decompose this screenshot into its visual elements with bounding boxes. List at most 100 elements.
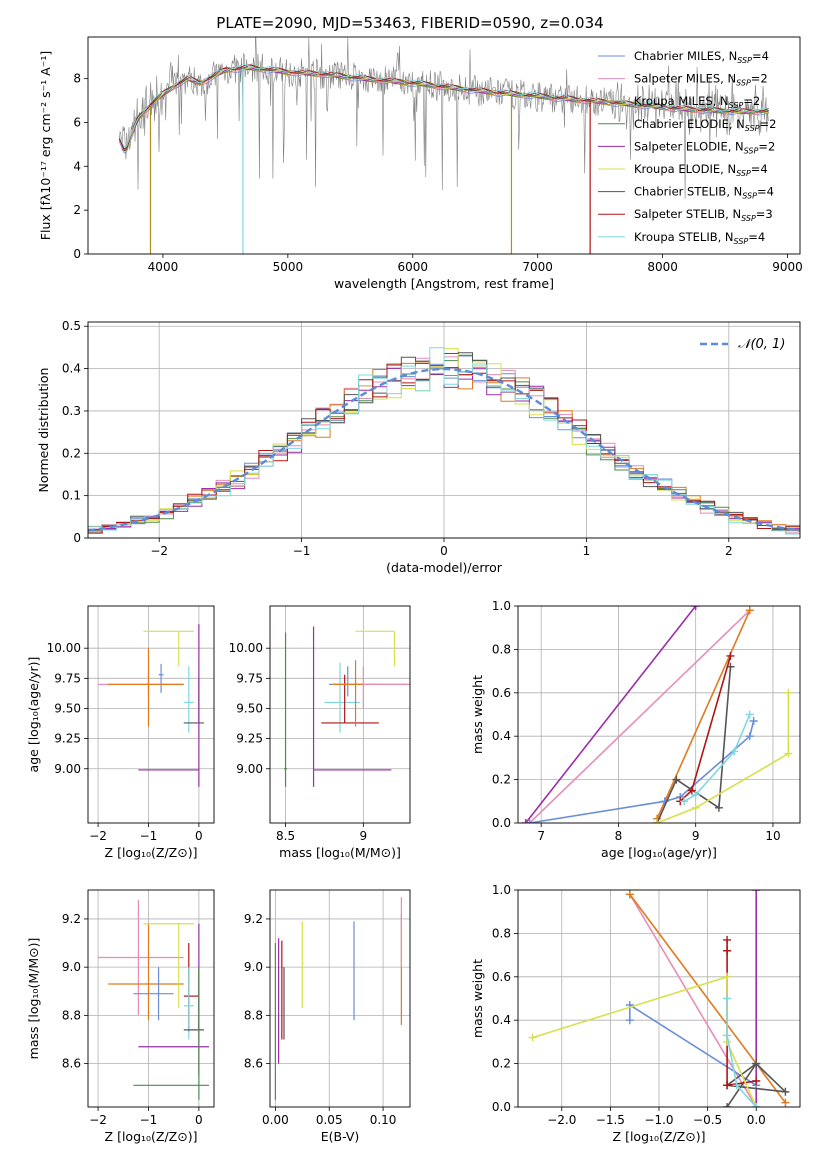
model-spectrum-line [118,64,769,152]
residuals-frame [87,321,801,539]
x-tick-label: 0.10 [370,1113,397,1127]
mass-weight-line [529,609,751,823]
mass-weight-marker [781,1087,790,1096]
mass-weight-marker [732,1081,741,1090]
legend-entry: Salpeter STELIB, NSSP=3 [634,207,773,223]
mass-weight-marker [749,717,758,726]
mass-vs-Z-axes: −2 −1 0 8.6 8.8 9.0 9.2 Z [log₁₀(Z/Z⊙)] mass [lo… [26,889,215,1144]
mass-weight-marker [723,935,732,944]
age-vs-mass-plot-area [284,626,410,787]
mass-weight-marker [723,1103,732,1107]
legend: Chabrier MILES, NSSP=4 Salpeter MILES, NS… [598,49,776,246]
mass-weight-marker [752,1103,761,1107]
x-axis-label: Z [log₁₀(Z/Z⊙)] [105,845,198,860]
x-tick-label: 4000 [148,260,179,274]
y-tick-label: 8.6 [62,1057,81,1071]
mass-weight-marker [752,1076,761,1085]
x-tick-label: −0.5 [693,1113,722,1127]
age-vs-Z-plot-area [98,624,204,787]
x-tick-label: 7000 [522,260,553,274]
x-tick-label: 0.00 [262,1113,289,1127]
x-tick-label: 8000 [647,260,678,274]
weight-vs-age-frame [517,605,801,824]
y-tick-label: 9.2 [62,912,81,926]
age-vs-mass-axes: 8.5 9 9.00 9.25 9.50 9.75 10.00 mass [log₁₀(M/M… [229,605,411,860]
y-tick-label: 9.00 [236,762,263,776]
legend-value: =4 [748,230,765,244]
x-axis-label: E(B-V) [321,1129,360,1144]
legend-subscript: SSP [745,124,760,133]
mass-weight-marker [781,1098,790,1107]
legend-entry: Kroupa ELODIE, NSSP=4 [634,162,768,178]
mass-weight-marker [528,1033,537,1042]
weight-vs-Z-frame [517,889,801,1108]
mass-vs-ebv-frame [269,889,411,1108]
y-tick-label: 10.00 [229,641,263,655]
legend-normal-label: 𝒩(0, 1) [738,337,785,352]
legend-entry: Kroupa STELIB, NSSP=4 [634,230,765,246]
y-axis-label: age [log₁₀(age/yr)] [26,657,41,773]
spectrum-axes: 4000 5000 6000 7000 8000 9000 0 2 4 6 8 wavelength … [38,36,803,291]
x-tick-label: −1.0 [644,1113,673,1127]
x-axis-label: age [log₁₀(age/yr)] [601,845,717,860]
legend-value: =2 [751,72,768,86]
y-tick-label: 9.25 [236,732,263,746]
x-axis-label: wavelength [Angstrom, rest frame] [334,276,554,291]
normal-distribution-curve [88,367,800,532]
mass-vs-Z-frame [87,889,215,1108]
x-axis-label: (data-model)/error [386,560,503,575]
residuals-axes: −2 −1 0 1 2 0 0.1 0.2 0.3 0.4 0.5 (data-model)/erro… [36,319,801,575]
y-tick-label: 0.4 [492,1013,511,1027]
mass-weight-marker [723,972,732,981]
x-tick-label: −2 [89,829,107,843]
spectrum-frame [87,36,801,255]
mass-weight-marker [723,1081,732,1090]
x-tick-label: 7 [537,829,545,843]
x-tick-label: 2 [725,544,733,558]
mass-vs-ebv-plot-area [274,897,402,1100]
y-tick-label: 9.75 [236,671,263,685]
y-axis-label: mass [log₁₀(M/M⊙)] [26,938,41,1060]
legend-subscript: SSP [734,237,749,246]
mass-weight-line [525,606,697,823]
x-tick-label: 6000 [397,260,428,274]
y-tick-label: 0.6 [492,686,511,700]
y-tick-label: 9.50 [54,701,81,715]
x-tick-label: −1 [293,544,311,558]
mass-weight-marker [625,890,634,899]
legend-entry: Chabrier MILES, NSSP=4 [634,49,769,65]
mass-weight-marker [525,819,534,823]
x-tick-label: −1.5 [596,1113,625,1127]
x-tick-label: 0 [195,829,203,843]
y-tick-label: 1.0 [492,883,511,897]
legend-entry: Salpeter ELODIE, NSSP=2 [634,139,775,155]
mass-weight-line [628,1003,758,1087]
x-tick-label: 0 [195,1113,203,1127]
mass-weight-marker [691,790,700,799]
legend-subscript: SSP [736,79,751,88]
weight-vs-age-plot-area [521,606,793,823]
x-axis-label: Z [log₁₀(Z/Z⊙)] [613,1129,706,1144]
weight-vs-age-axes: 7 8 9 10 0.0 0.2 0.4 0.6 0.8 1.0 age [log₁₀(age/yr… [470,599,801,860]
y-tick-label: 9.0 [62,960,81,974]
mass-weight-marker [752,1059,761,1068]
mass-weight-marker [653,819,662,823]
y-tick-label: 0.1 [62,489,81,503]
y-tick-label: 9.0 [244,960,263,974]
mass-weight-marker [745,710,754,719]
mass-weight-marker [730,747,739,756]
mass-weight-marker [691,606,700,610]
x-tick-label: 0.05 [316,1113,343,1127]
age-vs-mass-frame [269,605,411,824]
legend-entry: Salpeter MILES, NSSP=2 [634,72,768,88]
x-tick-label: 1 [583,544,591,558]
x-tick-label: 9 [360,829,368,843]
y-tick-label: 0.4 [62,362,81,376]
spectrum-plot-area [118,37,769,254]
mass-weight-marker [625,1016,634,1025]
y-tick-label: 2 [73,203,81,217]
y-tick-label: 9.25 [54,732,81,746]
mass-weight-marker [752,890,761,894]
mass-weight-line [656,609,751,820]
x-tick-label: −2 [89,1113,107,1127]
